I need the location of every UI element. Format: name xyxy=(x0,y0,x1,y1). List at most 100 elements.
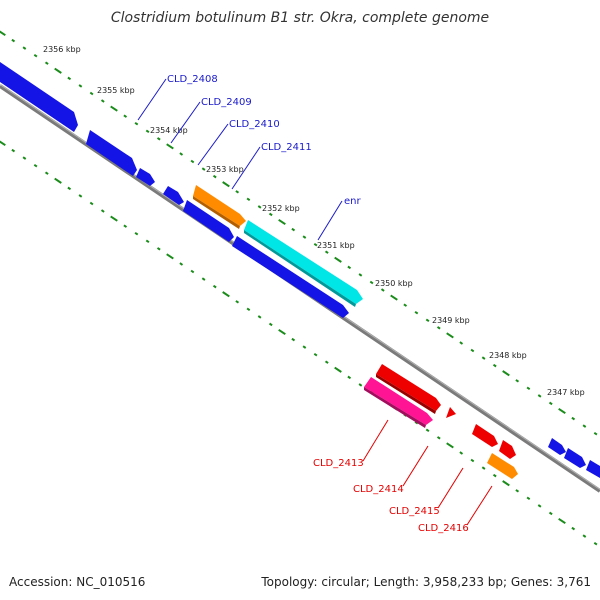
kbp-label-2356: 2356 kbp xyxy=(43,45,81,54)
tick-mark xyxy=(526,496,531,501)
tick-mark xyxy=(324,250,329,254)
tick-mark xyxy=(54,67,62,74)
tick-mark xyxy=(558,517,566,525)
tick-mark xyxy=(268,212,273,217)
tick-mark xyxy=(44,61,49,65)
tick-mark xyxy=(369,280,374,285)
tick-mark xyxy=(291,337,296,342)
tick-mark xyxy=(470,458,475,463)
tick-mark xyxy=(134,231,139,236)
tick-mark xyxy=(558,407,566,415)
tick-mark xyxy=(179,152,184,156)
tick-mark xyxy=(571,526,576,531)
tick-mark xyxy=(481,466,486,470)
leader-cld-2409 xyxy=(170,101,201,144)
tick-mark xyxy=(235,300,240,304)
tick-mark xyxy=(492,473,497,478)
leader-enr xyxy=(317,200,343,241)
outer-tick-track xyxy=(0,30,598,436)
tick-mark xyxy=(390,294,398,301)
gene-forward-9[interactable] xyxy=(586,460,600,478)
tick-mark xyxy=(425,318,430,323)
tick-mark xyxy=(22,46,27,50)
forward-strand-genes xyxy=(0,62,600,478)
gene-forward-2[interactable] xyxy=(86,130,137,176)
tick-mark xyxy=(201,277,206,281)
tick-mark xyxy=(470,348,475,353)
tick-mark xyxy=(179,262,184,266)
tick-mark xyxy=(100,99,105,103)
tick-mark xyxy=(358,273,363,277)
tick-mark xyxy=(313,242,318,247)
gene-cld-2415b[interactable] xyxy=(472,424,498,447)
tick-mark xyxy=(436,326,441,330)
gene-forward-8[interactable] xyxy=(564,448,586,468)
tick-mark xyxy=(537,394,542,398)
gene-cld-2413[interactable] xyxy=(376,364,441,411)
tick-mark xyxy=(334,366,342,373)
tick-mark xyxy=(358,383,363,387)
tick-mark xyxy=(446,442,454,449)
tick-mark xyxy=(235,190,240,194)
map-title: Clostridium botulinum B1 str. Okra, comp… xyxy=(111,10,489,26)
label-cld-2408[interactable]: CLD_2408 xyxy=(167,74,218,85)
tick-mark xyxy=(166,253,174,260)
leader-cld-2411 xyxy=(231,146,261,190)
tick-mark xyxy=(246,307,251,312)
label-cld-2413[interactable]: CLD_2413 xyxy=(313,458,364,469)
label-cld-2416[interactable]: CLD_2416 xyxy=(418,523,469,534)
label-enr[interactable]: enr xyxy=(344,196,361,207)
gene-forward-6[interactable] xyxy=(232,236,349,318)
label-cld-2410[interactable]: CLD_2410 xyxy=(229,119,280,130)
tick-mark xyxy=(268,322,273,327)
tick-mark xyxy=(291,227,296,232)
kbp-label-2350: 2350 kbp xyxy=(375,279,413,288)
leader-cld-2408 xyxy=(137,78,167,121)
gene-forward-3[interactable] xyxy=(136,168,155,186)
tick-mark xyxy=(11,148,16,153)
gene-cld-2414[interactable] xyxy=(364,377,433,425)
tick-mark xyxy=(548,511,553,516)
label-cld-2409[interactable]: CLD_2409 xyxy=(201,97,252,108)
leader-cld-2414 xyxy=(402,445,429,487)
gene-cld-2416[interactable] xyxy=(487,453,518,479)
tick-mark xyxy=(212,174,217,179)
label-cld-2415[interactable]: CLD_2415 xyxy=(389,506,440,517)
label-cld-2411[interactable]: CLD_2411 xyxy=(261,142,312,153)
tick-mark xyxy=(515,379,520,383)
gene-forward-5[interactable] xyxy=(183,200,234,242)
label-cld-2414[interactable]: CLD_2414 xyxy=(353,484,404,495)
gene-forward-1[interactable] xyxy=(0,62,78,132)
tick-mark xyxy=(278,218,286,226)
tick-mark xyxy=(145,239,150,244)
tick-mark xyxy=(22,156,27,160)
kbp-label-2351: 2351 kbp xyxy=(317,241,355,250)
tick-mark xyxy=(212,284,217,289)
gene-cld-2410[interactable] xyxy=(193,185,246,226)
kbp-label-2347: 2347 kbp xyxy=(547,388,585,397)
gene-enr[interactable] xyxy=(244,220,363,304)
tick-mark xyxy=(403,303,408,307)
tick-mark xyxy=(302,345,307,349)
tick-mark xyxy=(0,140,6,147)
tick-mark xyxy=(201,167,206,171)
tick-mark xyxy=(100,209,105,213)
tick-mark xyxy=(190,159,195,164)
gene-forward-7[interactable] xyxy=(548,438,566,455)
leader-cld-2415 xyxy=(437,467,464,509)
gene-forward-4[interactable] xyxy=(163,186,184,205)
tick-mark xyxy=(78,194,83,198)
topology-text: Topology: circular; Length: 3,958,233 bp… xyxy=(260,575,591,589)
tick-mark xyxy=(123,224,128,228)
tick-mark xyxy=(571,416,576,421)
gene-cld-2415[interactable] xyxy=(446,407,456,418)
leader-cld-2410 xyxy=(197,123,229,166)
gene-cld-2416-red[interactable] xyxy=(499,440,516,459)
tick-mark xyxy=(582,534,587,538)
tick-mark xyxy=(0,30,6,37)
tick-mark xyxy=(526,386,531,391)
tick-mark xyxy=(246,197,251,202)
tick-mark xyxy=(515,489,520,493)
inner-tick-track xyxy=(0,140,598,546)
tick-mark xyxy=(593,431,598,436)
